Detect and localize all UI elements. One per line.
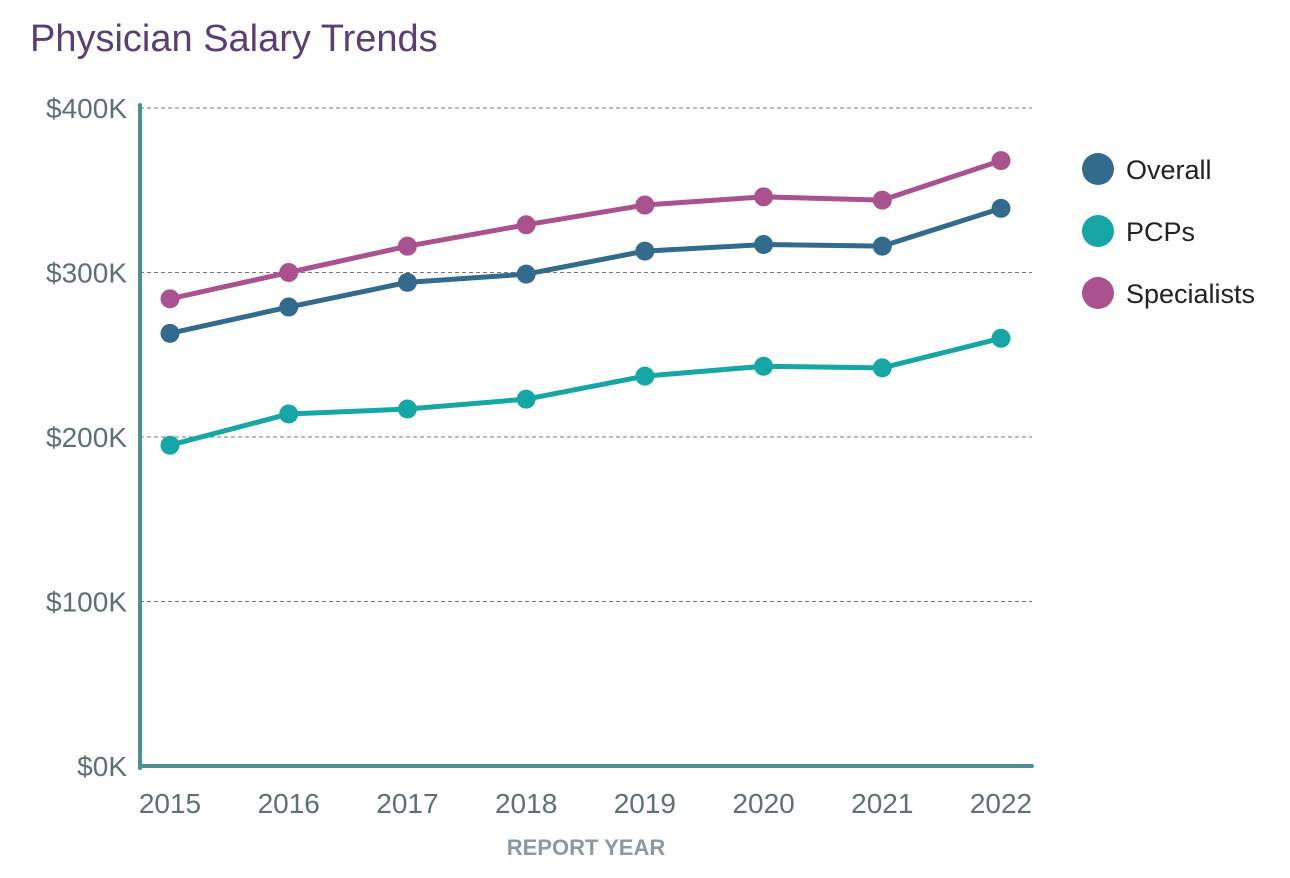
x-tick-label: 2020 <box>732 788 794 819</box>
data-point-specialists <box>279 263 299 282</box>
data-point-pcps <box>991 328 1011 348</box>
legend-label: PCPs <box>1126 217 1195 247</box>
data-point-specialists <box>991 151 1011 171</box>
y-tick-label: $0K <box>77 751 127 782</box>
data-point-overall <box>160 323 180 343</box>
series-line-pcps <box>169 335 1002 448</box>
y-tick-label: $100K <box>46 587 127 618</box>
data-point-specialists <box>754 187 774 207</box>
x-tick-label: 2016 <box>258 788 320 819</box>
x-tick-label: 2021 <box>851 788 913 819</box>
chart-title: Physician Salary Trends <box>30 18 438 60</box>
x-tick-label: 2022 <box>970 788 1032 819</box>
data-point-overall <box>991 198 1011 218</box>
data-point-pcps <box>872 358 892 378</box>
data-point-pcps <box>279 404 299 424</box>
data-point-overall <box>279 297 299 317</box>
x-axis-label: REPORT YEAR <box>507 835 666 860</box>
series-line-specialists <box>169 158 1002 302</box>
legend-label: Overall <box>1126 155 1212 185</box>
data-point-pcps <box>754 356 774 376</box>
x-tick-label: 2019 <box>614 788 676 819</box>
legend-marker-specialists <box>1082 277 1114 309</box>
data-point-overall <box>872 236 892 256</box>
data-point-specialists <box>872 190 892 210</box>
y-tick-label: $300K <box>46 258 127 289</box>
x-tick-label: 2017 <box>376 788 438 819</box>
data-point-overall <box>754 235 774 255</box>
x-tick-label: 2018 <box>495 788 557 819</box>
data-point-overall <box>516 264 536 284</box>
data-point-overall <box>397 272 417 292</box>
data-point-pcps <box>635 366 655 386</box>
data-point-specialists <box>516 215 536 235</box>
data-point-pcps <box>397 399 417 419</box>
legend-marker-overall <box>1082 153 1114 185</box>
series-line-overall <box>169 205 1002 336</box>
data-point-specialists <box>397 236 417 256</box>
data-point-pcps <box>160 435 180 455</box>
data-point-overall <box>635 241 655 261</box>
y-tick-label: $200K <box>46 422 127 453</box>
legend-marker-pcps <box>1082 215 1114 247</box>
x-tick-label: 2015 <box>139 788 201 819</box>
data-point-specialists <box>635 195 655 215</box>
data-point-pcps <box>516 389 536 409</box>
data-point-specialists <box>160 289 180 309</box>
legend-label: Specialists <box>1126 279 1255 309</box>
y-tick-label: $400K <box>46 93 127 124</box>
